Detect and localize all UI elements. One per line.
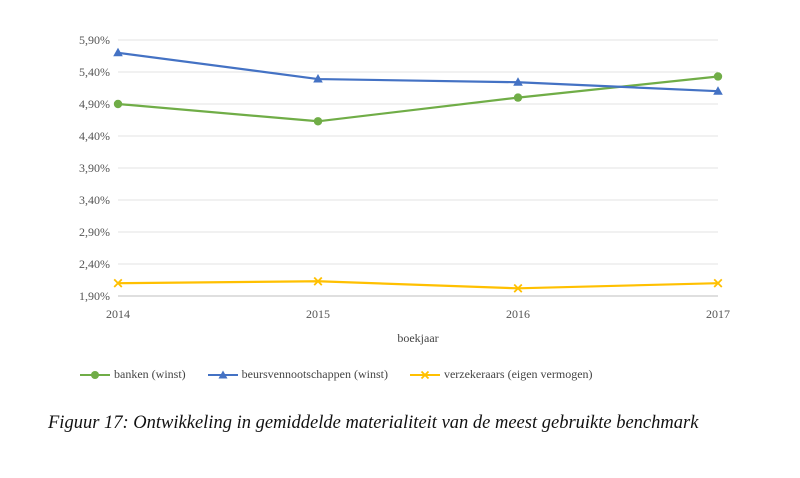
series-1 — [113, 47, 723, 95]
data-point — [113, 278, 123, 288]
data-point — [713, 86, 723, 95]
y-tick-label: 5,40% — [79, 65, 110, 79]
y-tick-label: 4,40% — [79, 129, 110, 143]
data-point — [313, 276, 323, 286]
x-tick-label: 2015 — [306, 307, 330, 321]
legend-swatch-beursvennootschappen — [207, 370, 238, 378]
y-tick-label: 4,90% — [79, 97, 110, 111]
y-axis-ticks: 5,90% 5,40% 4,90% 4,40% 3,90% 3,40% 2,90% 2,40%… — [79, 33, 110, 303]
data-point — [313, 74, 323, 83]
legend-label: verzekeraars (eigen vermogen) — [443, 367, 593, 381]
x-tick-label: 2016 — [506, 307, 530, 321]
y-tick-label: 3,40% — [79, 193, 110, 207]
legend-item-banken: banken (winst) — [80, 367, 186, 382]
data-point — [113, 99, 123, 109]
y-tick-label: 1,90% — [79, 289, 110, 303]
series-line — [117, 51, 719, 93]
y-tick-label: 2,90% — [79, 225, 110, 239]
series-group — [113, 47, 723, 293]
legend-item-verzekeraars: verzekeraars (eigen vermogen) — [409, 367, 593, 382]
y-tick-label: 3,90% — [79, 161, 110, 175]
data-point — [513, 283, 523, 293]
data-point — [713, 278, 723, 288]
y-tick-label: 2,40% — [79, 257, 110, 271]
x-axis-title: boekjaar — [397, 331, 438, 345]
y-tick-label: 5,90% — [79, 33, 110, 47]
figure-caption: Figuur 17: Ontwikkeling in gemiddelde ma… — [48, 413, 699, 433]
legend-label: banken (winst) — [114, 367, 186, 381]
x-tick-label: 2017 — [706, 307, 730, 321]
x-axis-ticks: 2014 2015 2016 2017 — [106, 307, 730, 321]
legend: banken (winst) beursvennootschappen (win… — [80, 367, 593, 382]
data-point — [513, 93, 523, 102]
legend-swatch-banken — [80, 370, 110, 379]
legend-swatch-verzekeraars — [409, 370, 440, 379]
x-tick-label: 2014 — [106, 307, 130, 321]
series-line — [117, 75, 719, 123]
gridlines — [118, 39, 718, 265]
legend-item-beursvennootschappen: beursvennootschappen (winst) — [207, 367, 388, 382]
series-2 — [113, 276, 723, 293]
data-point — [713, 72, 723, 81]
legend-label: beursvennootschappen (winst) — [241, 367, 388, 381]
line-chart: 5,90% 5,40% 4,90% 4,40% 3,90% 3,40% 2,90% 2,40%… — [79, 33, 730, 345]
data-point — [513, 77, 523, 86]
series-line — [117, 280, 719, 290]
data-point — [313, 117, 323, 126]
data-point — [113, 47, 123, 57]
